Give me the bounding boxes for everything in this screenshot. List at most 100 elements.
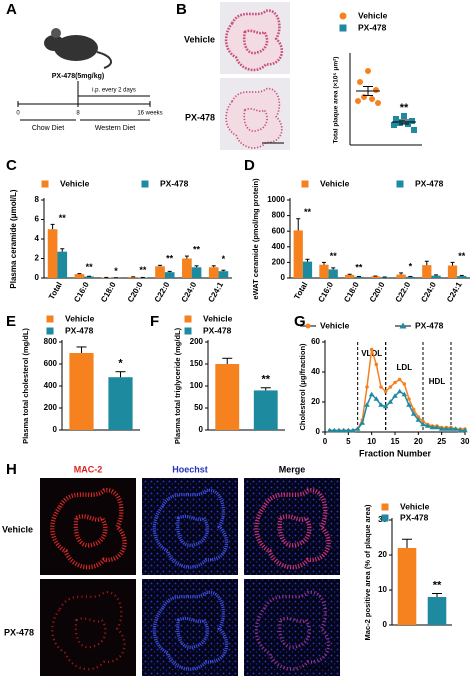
significance: ** xyxy=(458,251,466,261)
data-point xyxy=(397,377,402,382)
y-tick-label: 200 xyxy=(272,258,286,267)
column-label: Merge xyxy=(279,464,306,474)
legend-label: PX-478 xyxy=(415,320,444,330)
data-point xyxy=(393,380,397,385)
y-tick-label: 600 xyxy=(272,226,286,235)
bar xyxy=(182,258,192,278)
x-tick-label: C24:1 xyxy=(206,280,225,304)
legend-marker xyxy=(46,315,54,323)
region-label: HDL xyxy=(429,377,446,386)
legend-marker xyxy=(381,503,389,511)
data-point xyxy=(345,427,352,433)
data-point xyxy=(407,397,411,401)
x-tick-label: C18:0 xyxy=(99,280,118,304)
legend-marker xyxy=(184,315,192,323)
y-tick-label: 400 xyxy=(272,242,286,251)
bar xyxy=(253,390,278,430)
panel-label: E xyxy=(6,313,16,330)
bar xyxy=(74,274,85,278)
legend-label: PX-478 xyxy=(160,178,189,188)
panel-label: H xyxy=(6,461,17,478)
legend-marker xyxy=(184,327,192,335)
data-point xyxy=(429,424,436,430)
x-tick-label: C20:0 xyxy=(126,280,145,304)
x-tick-label: C18:0 xyxy=(342,280,361,304)
bar xyxy=(215,364,240,430)
data-point xyxy=(448,426,454,431)
row-label: Vehicle xyxy=(184,34,215,44)
column-label: Hoechst xyxy=(172,464,208,474)
data-point xyxy=(355,98,361,104)
data-point xyxy=(462,427,468,433)
data-point xyxy=(401,113,407,119)
data-point xyxy=(374,362,379,367)
timepoint: 0 xyxy=(16,111,20,117)
bar xyxy=(319,264,329,278)
y-axis-label: Mac-2 positive area (% of plaque area) xyxy=(363,504,372,640)
data-point xyxy=(406,402,412,407)
bar xyxy=(155,266,165,278)
bar xyxy=(218,271,229,278)
data-point xyxy=(420,421,426,427)
y-tick-label: 10 xyxy=(378,585,387,594)
data-point xyxy=(393,116,399,122)
data-point xyxy=(409,118,415,124)
legend-label: Vehicle xyxy=(65,313,95,323)
y-axis-label: Plasma ceramide (μmol/L) xyxy=(9,189,18,288)
y-tick-label: 800 xyxy=(44,337,58,346)
bar xyxy=(422,265,432,278)
data-point xyxy=(361,94,367,100)
legend-label: PX-478 xyxy=(203,325,232,335)
data-point xyxy=(388,385,393,389)
data-point xyxy=(424,423,431,428)
x-tick-label: C22:0 xyxy=(394,280,413,304)
bar xyxy=(328,269,338,278)
row-label: PX-478 xyxy=(4,627,34,637)
data-point xyxy=(443,426,450,431)
significance: ** xyxy=(166,254,174,264)
data-point xyxy=(396,388,403,394)
y-tick-label: 0 xyxy=(281,273,286,282)
data-point xyxy=(365,385,369,389)
column-label: MAC-2 xyxy=(74,464,103,474)
significance: * xyxy=(409,261,413,271)
x-axis-label: Fraction Number xyxy=(359,448,432,458)
y-tick-label: 6 xyxy=(35,215,40,224)
legend-label: PX-478 xyxy=(65,325,94,335)
data-point xyxy=(365,68,371,74)
data-point xyxy=(410,411,417,416)
x-tick-label: C24:0 xyxy=(419,280,438,304)
data-point xyxy=(421,419,425,424)
legend-marker xyxy=(381,514,389,522)
bar xyxy=(447,265,458,278)
bar xyxy=(427,597,447,625)
y-tick-label: 50 xyxy=(194,403,203,412)
y-axis-label: eWAT ceramide (pmol/mg protein) xyxy=(251,178,260,300)
legend-label: Vehicle xyxy=(203,313,233,323)
x-tick-label: Total xyxy=(292,281,309,302)
y-tick-label: 400 xyxy=(44,381,58,390)
bar xyxy=(57,251,68,278)
data-point xyxy=(364,402,370,407)
x-tick-label: 15 xyxy=(391,437,400,446)
legend-label: Vehicle xyxy=(400,501,430,511)
fluorescence-images xyxy=(40,478,340,676)
data-point xyxy=(452,426,459,431)
y-tick-label: 2 xyxy=(35,254,40,263)
data-point xyxy=(378,402,384,407)
y-tick-label: 60 xyxy=(311,337,320,346)
significance: * xyxy=(222,254,226,264)
legend-marker xyxy=(399,322,407,329)
y-tick-label: 8 xyxy=(35,195,40,204)
bar xyxy=(431,275,441,278)
y-tick-label: 20 xyxy=(311,397,320,406)
y-axis-label: Total plaque area (×10⁵ μm²) xyxy=(333,57,340,144)
bar xyxy=(47,229,58,278)
x-tick-label: 0 xyxy=(323,437,328,446)
data-point xyxy=(375,100,381,106)
x-tick-label: 25 xyxy=(437,437,446,446)
y-tick-label: 600 xyxy=(44,359,58,368)
series-line xyxy=(329,349,465,432)
legend-marker xyxy=(46,327,54,335)
y-tick-label: 100 xyxy=(190,381,204,390)
